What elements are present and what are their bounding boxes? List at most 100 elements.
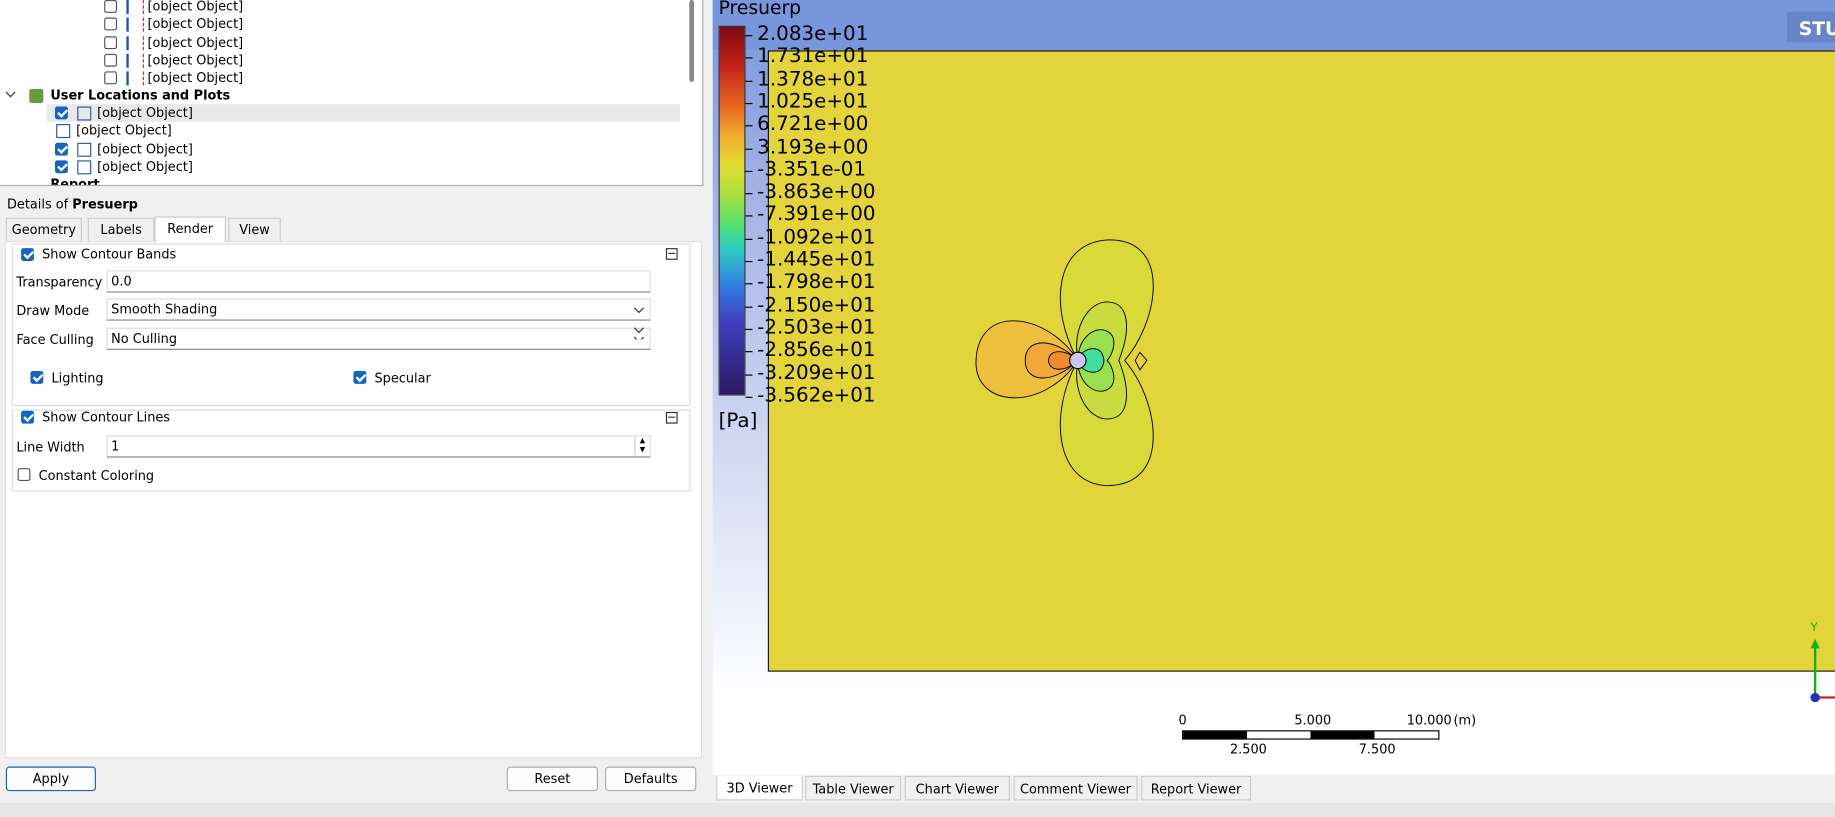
collapse-button[interactable] xyxy=(665,248,678,260)
boundary-icon xyxy=(126,53,144,68)
legend-label: -2.150e+01 xyxy=(757,293,876,317)
legend-tick xyxy=(745,80,753,82)
logo-text: STU xyxy=(1798,17,1835,40)
checkbox[interactable] xyxy=(104,71,118,85)
scale-bar xyxy=(1182,730,1440,740)
text-input[interactable]: 0.0 xyxy=(106,270,651,293)
legend-label: -3.562e+01 xyxy=(757,383,876,408)
tree-item[interactable]: [object Object] xyxy=(147,16,244,32)
tab[interactable]: Geometry xyxy=(5,217,82,242)
checkbox[interactable] xyxy=(17,468,31,481)
group-contour-lines xyxy=(11,409,691,492)
tree-item[interactable]: [object Object] xyxy=(147,70,244,86)
legend-label: 1.025e+01 xyxy=(757,89,869,114)
item-icon xyxy=(77,160,92,175)
collapse-button[interactable] xyxy=(665,411,678,424)
boundary-icon xyxy=(126,71,144,86)
viewer-tab[interactable]: Chart Viewer xyxy=(904,775,1010,801)
legend-tick xyxy=(745,102,753,105)
checkbox[interactable] xyxy=(21,410,34,424)
checkbox-label: Specular xyxy=(374,370,431,387)
checkbox-label: Lighting xyxy=(51,370,104,387)
scale-label: 7.500 xyxy=(1358,741,1396,758)
legend-tick xyxy=(745,306,753,308)
legend-label: -3.351e-01 xyxy=(757,157,867,182)
colorbar xyxy=(718,25,746,396)
checkbox[interactable] xyxy=(55,160,68,174)
apply-button[interactable]: Apply xyxy=(5,766,96,792)
scrollbar[interactable] xyxy=(689,0,694,82)
status-bar xyxy=(0,802,1835,817)
spin-input[interactable]: 1 xyxy=(106,435,651,458)
tab-body xyxy=(4,241,703,759)
tree-item[interactable]: [object Object] xyxy=(97,141,193,157)
dropdown[interactable]: Smooth Shading xyxy=(106,298,651,321)
legend-label: 1.731e+01 xyxy=(757,44,869,69)
legend-tick xyxy=(745,215,753,217)
item-icon xyxy=(56,124,71,139)
details-prefix: Details of xyxy=(7,196,69,212)
group-icon xyxy=(29,88,44,103)
tree-item[interactable]: [object Object] xyxy=(97,159,193,175)
axis-triad xyxy=(1810,638,1835,703)
tree-item[interactable]: [object Object] xyxy=(97,105,193,121)
field-label: Face Culling xyxy=(16,332,94,348)
dropdown-arrows xyxy=(633,307,645,340)
legend-tick xyxy=(745,238,753,240)
boundary-icon xyxy=(126,0,144,15)
viewer-tab[interactable]: Comment Viewer xyxy=(1013,775,1138,801)
viewer-tab[interactable]: 3D Viewer xyxy=(716,775,803,801)
checkbox[interactable] xyxy=(104,53,118,67)
scale-label: 2.500 xyxy=(1229,741,1267,758)
reset-button[interactable]: Reset xyxy=(506,766,599,792)
tree-group[interactable]: Report xyxy=(50,176,100,187)
legend-tick xyxy=(745,396,753,398)
boundary-icon xyxy=(126,17,144,32)
checkbox[interactable] xyxy=(104,35,118,49)
legend-tick xyxy=(745,57,753,59)
legend-tick xyxy=(745,170,753,172)
checkbox[interactable] xyxy=(104,17,118,31)
checkbox[interactable] xyxy=(55,142,68,156)
legend-label: 3.193e+00 xyxy=(757,135,869,159)
contour-plot xyxy=(767,50,1835,672)
checkbox[interactable] xyxy=(30,370,44,384)
legend-tick xyxy=(745,351,753,353)
tree-item[interactable]: [object Object] xyxy=(76,123,172,139)
outline-tree: [object Object] [object Object] [object Ob… xyxy=(0,0,704,187)
dropdown[interactable]: No Culling xyxy=(106,327,651,350)
legend-tick xyxy=(745,373,753,376)
tree-item[interactable]: [object Object] xyxy=(147,34,244,50)
scale-label: 5.000 xyxy=(1294,712,1332,728)
tree-group[interactable]: User Locations and Plots xyxy=(50,87,231,103)
spinner[interactable]: ▲ ▼ xyxy=(634,436,649,456)
defaults-button[interactable]: Defaults xyxy=(605,766,697,792)
legend-label: -2.856e+01 xyxy=(757,338,876,362)
viewer-title: Presuerp xyxy=(718,0,802,19)
scale-label: 10.000 xyxy=(1406,712,1452,728)
viewer-band xyxy=(712,0,1835,50)
field-label: Transparency xyxy=(16,275,103,291)
legend-label: -2.503e+01 xyxy=(757,315,876,340)
legend-tick xyxy=(745,260,753,263)
tree-item[interactable]: [object Object] xyxy=(147,52,244,68)
checkbox[interactable] xyxy=(104,0,118,13)
tab[interactable]: Labels xyxy=(87,217,155,242)
legend-tick xyxy=(745,328,753,330)
tab[interactable]: Render xyxy=(154,216,226,243)
viewer-tab[interactable]: Table Viewer xyxy=(805,775,902,801)
checkbox[interactable] xyxy=(21,248,34,261)
legend-label: -1.798e+01 xyxy=(757,270,876,295)
field-label: Line Width xyxy=(16,440,85,456)
tree-item[interactable]: [object Object] xyxy=(147,0,244,15)
legend-label: 1.378e+01 xyxy=(757,67,869,91)
viewer-tab[interactable]: Report Viewer xyxy=(1141,775,1252,801)
checkbox[interactable] xyxy=(55,106,68,120)
expand-arrow[interactable] xyxy=(5,87,16,98)
checkbox-label: Show Contour Bands xyxy=(42,246,177,263)
checkbox[interactable] xyxy=(353,370,367,384)
tab[interactable]: View xyxy=(228,217,281,242)
legend-label: -3.863e+00 xyxy=(757,180,876,204)
